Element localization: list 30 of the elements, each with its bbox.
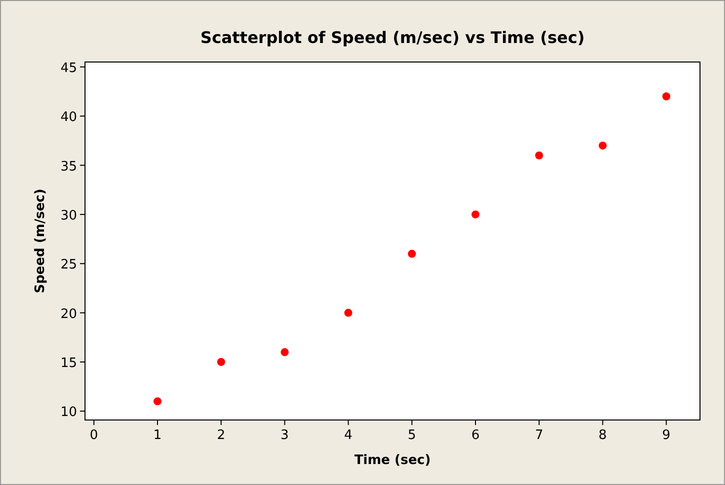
x-tick-label: 8 <box>598 428 607 443</box>
x-tick-label: 6 <box>471 428 480 443</box>
y-tick-label: 25 <box>60 258 77 273</box>
x-tick-label: 4 <box>344 428 352 443</box>
x-axis-title: Time (sec) <box>354 453 431 468</box>
x-tick-label: 1 <box>153 428 162 443</box>
x-tick-label: 3 <box>280 428 289 443</box>
point <box>408 250 416 258</box>
point <box>217 358 226 366</box>
x-tick-label: 7 <box>534 428 544 443</box>
y-tick-label: 10 <box>60 405 77 420</box>
point <box>344 308 352 317</box>
y-tick-label: 35 <box>60 159 77 174</box>
y-tick-label: 30 <box>60 208 77 224</box>
chart-title: Scatterplot of Speed (m/sec) vs Time (sec) <box>200 28 585 47</box>
x-tick-label: 9 <box>662 428 670 443</box>
x-tick-label: 0 <box>90 428 98 443</box>
x-tick-label: 5 <box>408 428 416 443</box>
y-tick-label: 20 <box>60 306 77 322</box>
point <box>535 151 544 160</box>
point <box>598 142 607 150</box>
point <box>472 210 480 218</box>
y-tick-label: 45 <box>60 60 77 76</box>
y-tick-label: 15 <box>60 356 77 371</box>
point <box>280 348 289 356</box>
point <box>154 397 162 406</box>
y-tick-label: 40 <box>60 110 77 126</box>
point <box>662 92 670 100</box>
y-axis-title: Speed (m/sec) <box>33 188 48 294</box>
x-tick-label: 2 <box>216 428 226 443</box>
